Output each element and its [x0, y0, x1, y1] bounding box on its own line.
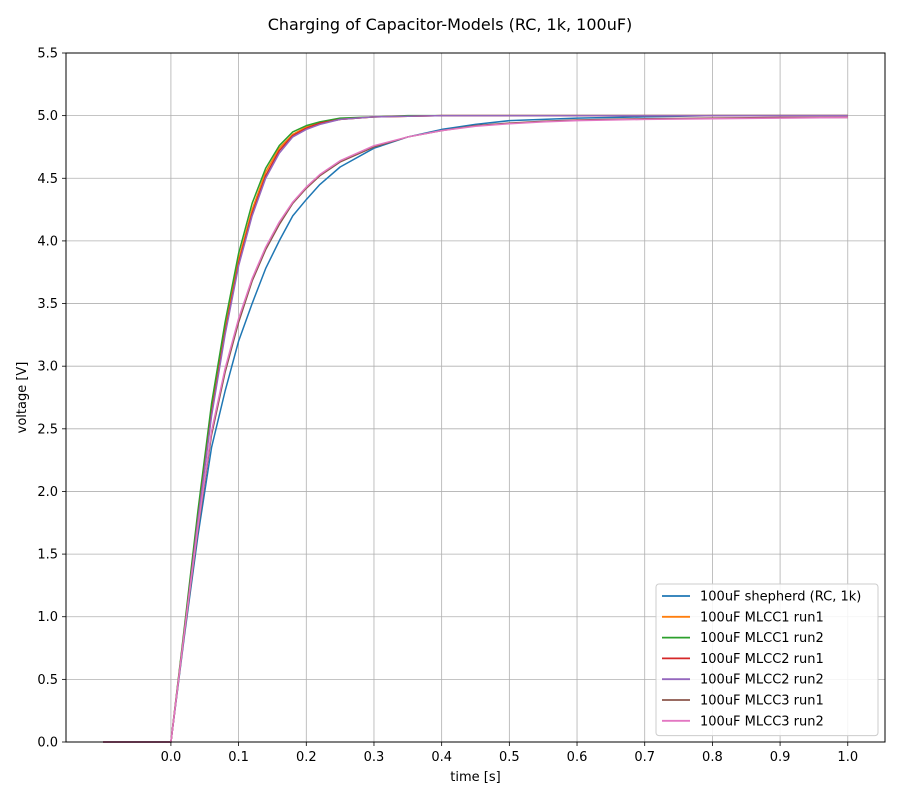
x-tick-label: 0.0	[161, 750, 182, 765]
x-tick-label: 0.3	[364, 750, 385, 765]
legend-entry: 100uF MLCC2 run2	[700, 673, 824, 688]
y-tick-label: 3.0	[37, 360, 58, 375]
y-tick-label: 1.5	[37, 548, 58, 563]
x-tick-label: 0.4	[431, 750, 452, 765]
y-tick-label: 5.5	[37, 47, 58, 62]
x-tick-label: 0.5	[499, 750, 520, 765]
series-line-5	[103, 114, 848, 743]
legend-entry: 100uF shepherd (RC, 1k)	[700, 590, 861, 605]
legend: 100uF shepherd (RC, 1k) 100uF MLCC1 run1 1…	[655, 583, 879, 737]
legend-entry: 100uF MLCC3 run2	[700, 714, 824, 729]
plot-frame	[65, 52, 886, 743]
y-tick-label: 2.0	[37, 485, 58, 500]
y-tick-label: 0.5	[37, 673, 58, 688]
y-axis-ticks: 0.0 0.5 1.0 1.5 2.0 2.5 3.0 3.5 4.0 4.5 5.0 5.5	[37, 47, 66, 751]
y-tick-label: 2.5	[37, 422, 58, 437]
y-tick-label: 0.0	[37, 736, 58, 751]
x-tick-label: 0.9	[770, 750, 791, 765]
x-axis-label: time [s]	[450, 770, 500, 785]
y-tick-label: 3.5	[37, 297, 58, 312]
x-tick-label: 0.7	[634, 750, 655, 765]
legend-entry: 100uF MLCC3 run1	[700, 694, 824, 709]
x-tick-label: 0.8	[702, 750, 723, 765]
y-tick-label: 1.0	[37, 610, 58, 625]
series-line-1	[103, 114, 848, 743]
y-tick-label: 4.5	[37, 172, 58, 187]
x-axis-ticks: 0.0 0.1 0.2 0.3 0.4 0.5 0.6 0.7 0.8 0.9 1.0	[161, 742, 858, 765]
y-tick-label: 5.0	[37, 109, 58, 124]
legend-entry: 100uF MLCC1 run1	[700, 610, 824, 625]
x-tick-label: 0.2	[296, 750, 317, 765]
legend-entry: 100uF MLCC1 run2	[700, 631, 824, 646]
x-tick-label: 0.1	[228, 750, 249, 765]
x-tick-label: 0.6	[567, 750, 588, 765]
legend-box	[655, 583, 879, 737]
series-group	[103, 114, 848, 743]
y-tick-label: 4.0	[37, 234, 58, 249]
x-tick-label: 1.0	[837, 750, 858, 765]
y-axis-label: voltage [V]	[15, 362, 30, 434]
series-line-7	[103, 116, 848, 743]
chart-title: Charging of Capacitor-Models (RC, 1k, 10…	[268, 15, 633, 34]
legend-entry: 100uF MLCC2 run1	[700, 652, 824, 667]
